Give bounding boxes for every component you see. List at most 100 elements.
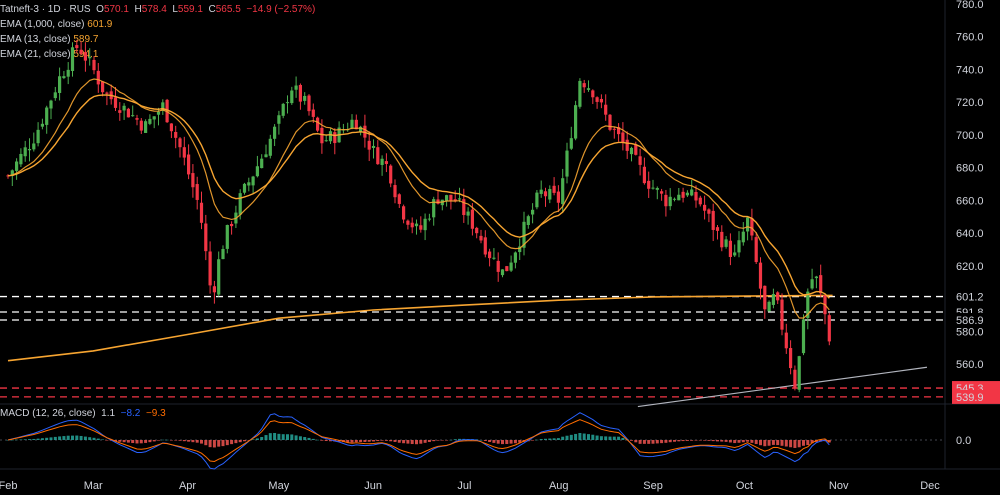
- macd-hist-62: [273, 432, 277, 440]
- macd-legend[interactable]: MACD (12, 26, close) 1.1 −8.2 −9.3: [0, 408, 166, 419]
- candle-body-129: [561, 178, 565, 205]
- candle-body-63: [277, 115, 281, 124]
- candle-body-116: [505, 266, 509, 272]
- candle-body-175: [758, 262, 763, 289]
- macd-hist-147: [638, 440, 642, 444]
- candle-body-59: [260, 158, 264, 169]
- macd-zero-label: 0.0: [956, 435, 971, 447]
- ema-21-label: EMA (21, close): [0, 49, 71, 60]
- candle-body-98: [427, 218, 431, 220]
- candle-body-7: [36, 129, 40, 144]
- macd-hist-26: [118, 440, 122, 442]
- macd-hist-70: [307, 437, 311, 440]
- candle-body-142: [617, 127, 621, 135]
- macd-hist-19: [88, 437, 92, 440]
- candle-body-171: [741, 231, 745, 243]
- candle-body-169: [733, 252, 737, 256]
- candle-body-57: [251, 176, 255, 186]
- macd-hist-28: [126, 440, 130, 443]
- candle-body-40: [178, 138, 182, 148]
- macd-hist-183: [793, 440, 797, 448]
- candle-body-85: [371, 145, 376, 148]
- candle-body-49: [217, 259, 221, 295]
- low-label: L: [172, 4, 178, 15]
- macd-hist-44: [195, 440, 199, 443]
- macd-hist-60: [264, 435, 268, 440]
- candle-body-18: [83, 52, 87, 61]
- macd-hist-49: [217, 440, 221, 447]
- macd-hist-91: [397, 440, 401, 443]
- candle-body-177: [767, 301, 771, 312]
- macd-hist-181: [784, 440, 788, 447]
- candle-body-61: [268, 138, 272, 156]
- candle-body-156: [677, 194, 681, 201]
- candle-body-123: [535, 192, 539, 208]
- x-tick-label-7: Sep: [643, 480, 663, 492]
- macd-hist-5: [28, 439, 31, 440]
- macd-hist-142: [617, 436, 621, 440]
- x-tick-label-6: Aug: [549, 480, 569, 492]
- macd-hist-132: [574, 433, 578, 440]
- macd-hist-46: [204, 440, 208, 446]
- macd-hist-180: [780, 440, 784, 446]
- candle-body-143: [621, 132, 625, 143]
- macd-hist-68: [298, 436, 302, 440]
- candle-body-111: [483, 237, 487, 255]
- candle-body-20: [92, 59, 96, 71]
- macd-hist-145: [630, 440, 633, 441]
- macd-hist-47: [208, 440, 212, 448]
- candle-body-96: [419, 225, 423, 230]
- candle-body-124: [539, 189, 543, 194]
- macd-hist-20: [92, 437, 96, 440]
- candle-body-12: [58, 76, 62, 93]
- candle-body-73: [320, 127, 324, 144]
- x-tick-label-9: Nov: [829, 480, 849, 492]
- ema-1000-row[interactable]: EMA (1,000, close) 601.9: [0, 17, 315, 32]
- macd-hist-42: [187, 440, 191, 442]
- candle-body-72: [316, 117, 320, 131]
- candle-body-128: [556, 191, 560, 203]
- macd-hist-77: [337, 440, 341, 442]
- macd-hist-186: [806, 440, 810, 446]
- y-tick-label-7: 700.0: [956, 130, 984, 142]
- ema-13-row[interactable]: EMA (13, close) 589.7: [0, 32, 315, 47]
- macd-hist-101: [440, 440, 444, 441]
- macd-hist-63: [277, 433, 281, 440]
- macd-hist-18: [83, 436, 87, 440]
- x-tick-label-5: Jul: [457, 480, 471, 492]
- candle-body-145: [629, 147, 634, 155]
- symbol-row: Tatneft-3 · 1D · RUS O570.1 H578.4 L559.…: [0, 2, 315, 17]
- candle-body-118: [513, 252, 517, 263]
- macd-hist-111: [483, 440, 487, 441]
- candle-body-119: [518, 246, 522, 253]
- macd-hist-69: [303, 437, 307, 440]
- macd-hist-173: [750, 440, 754, 443]
- macd-hist-11: [53, 436, 57, 440]
- candle-body-52: [230, 223, 234, 227]
- macd-hist-154: [668, 440, 672, 443]
- macd-hist-41: [182, 440, 186, 442]
- candle-body-168: [728, 240, 732, 257]
- macd-hist-39: [174, 440, 178, 441]
- candle-body-144: [625, 139, 629, 151]
- candle-body-88: [384, 161, 388, 164]
- macd-hist-179: [776, 440, 780, 446]
- candle-body-106: [462, 199, 466, 216]
- macd-hist-98: [427, 440, 431, 442]
- candle-body-9: [45, 107, 49, 125]
- macd-hist-171: [741, 440, 745, 443]
- macd-hist-66: [290, 434, 294, 440]
- macd-hist-12: [58, 436, 62, 440]
- candle-body-82: [359, 126, 363, 132]
- macd-hist-168: [728, 440, 732, 443]
- x-tick-label-3: May: [268, 480, 289, 492]
- candle-body-66: [290, 90, 294, 104]
- candle-body-187: [810, 279, 814, 289]
- macd-hist-99: [432, 440, 436, 442]
- close-label: C: [208, 4, 216, 15]
- macd-hist-93: [406, 440, 410, 444]
- candle-body-125: [543, 191, 548, 197]
- candle-body-104: [453, 199, 457, 202]
- candle-body-48: [212, 286, 216, 293]
